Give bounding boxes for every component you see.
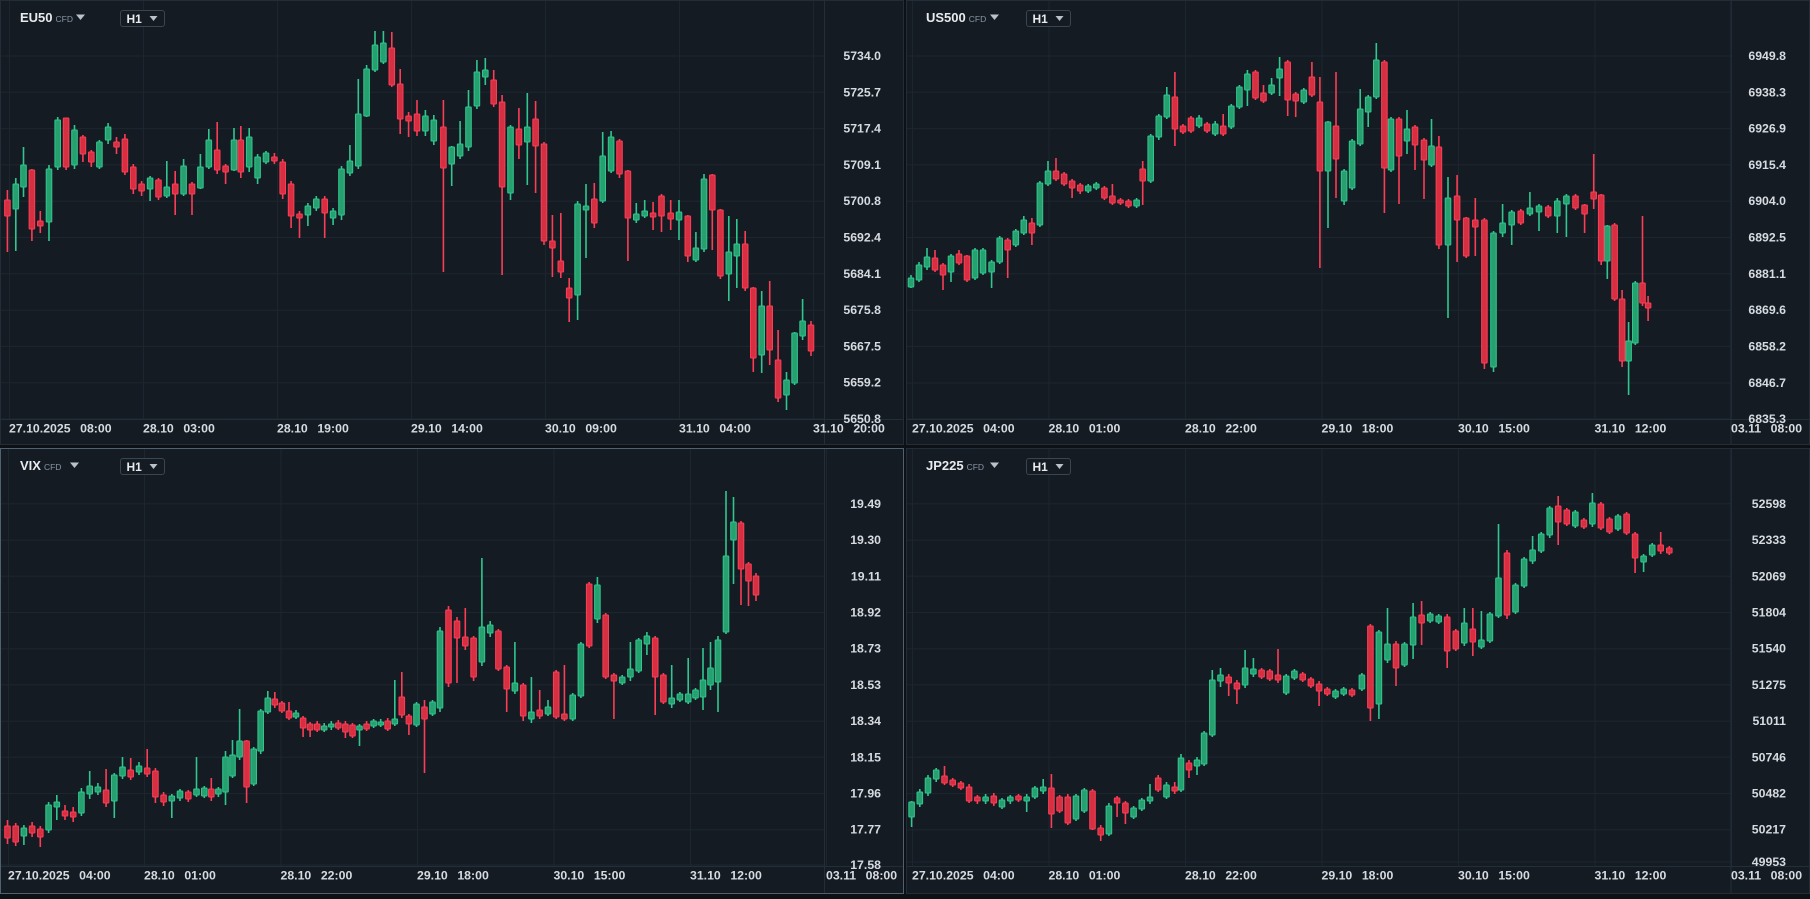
svg-text:18.34: 18.34 — [850, 714, 881, 728]
svg-text:6938.3: 6938.3 — [1748, 85, 1786, 99]
svg-text:19.11: 19.11 — [851, 569, 881, 583]
svg-text:H1: H1 — [127, 460, 143, 474]
svg-text:51011: 51011 — [1752, 714, 1786, 728]
svg-text:29.10 18:00: 29.10 18:00 — [417, 869, 489, 883]
svg-text:5709.1: 5709.1 — [843, 158, 881, 172]
svg-text:30.10 15:00: 30.10 15:00 — [554, 869, 626, 883]
svg-text:27.10.2025 04:00: 27.10.2025 04:00 — [912, 422, 1015, 436]
svg-text:19.30: 19.30 — [850, 533, 881, 547]
svg-text:5692.4: 5692.4 — [843, 231, 881, 245]
svg-text:50217: 50217 — [1752, 823, 1786, 837]
svg-text:31.10 12:00: 31.10 12:00 — [1595, 869, 1667, 883]
svg-text:28.10 22:00: 28.10 22:00 — [1185, 422, 1257, 436]
svg-text:29.10 18:00: 29.10 18:00 — [1322, 422, 1394, 436]
svg-text:6858.2: 6858.2 — [1748, 339, 1786, 353]
svg-text:51275: 51275 — [1752, 678, 1786, 692]
svg-text:6881.1: 6881.1 — [1748, 267, 1786, 281]
svg-text:28.10 01:00: 28.10 01:00 — [144, 869, 216, 883]
svg-text:6926.9: 6926.9 — [1748, 122, 1786, 136]
svg-text:6949.8: 6949.8 — [1748, 49, 1786, 63]
svg-text:31.10 12:00: 31.10 12:00 — [690, 869, 762, 883]
svg-text:H1: H1 — [1033, 460, 1049, 474]
svg-text:31.10 04:00: 31.10 04:00 — [679, 422, 751, 436]
svg-text:6869.6: 6869.6 — [1748, 303, 1786, 317]
svg-text:29.10 14:00: 29.10 14:00 — [411, 422, 483, 436]
svg-text:5659.2: 5659.2 — [843, 376, 881, 390]
svg-text:28.10 22:00: 28.10 22:00 — [1185, 869, 1257, 883]
svg-text:17.96: 17.96 — [850, 787, 881, 801]
svg-text:03.11 08:00: 03.11 08:00 — [1731, 422, 1802, 436]
svg-text:27.10.2025 04:00: 27.10.2025 04:00 — [912, 869, 1015, 883]
svg-text:5717.4: 5717.4 — [843, 122, 881, 136]
svg-text:52069: 52069 — [1752, 569, 1786, 583]
svg-text:5700.8: 5700.8 — [843, 194, 881, 208]
svg-text:51540: 51540 — [1752, 642, 1786, 656]
svg-text:6904.0: 6904.0 — [1748, 194, 1786, 208]
svg-text:28.10 03:00: 28.10 03:00 — [143, 422, 215, 436]
svg-text:28.10 22:00: 28.10 22:00 — [281, 869, 353, 883]
svg-text:5684.1: 5684.1 — [843, 267, 881, 281]
svg-text:6892.5: 6892.5 — [1748, 231, 1786, 245]
svg-text:17.58: 17.58 — [850, 858, 881, 872]
svg-text:18.73: 18.73 — [850, 642, 881, 656]
svg-text:28.10 01:00: 28.10 01:00 — [1049, 422, 1121, 436]
svg-text:6846.7: 6846.7 — [1748, 376, 1786, 390]
svg-text:30.10 09:00: 30.10 09:00 — [545, 422, 617, 436]
svg-text:31.10 20:00: 31.10 20:00 — [813, 422, 885, 436]
svg-text:28.10 01:00: 28.10 01:00 — [1049, 869, 1121, 883]
svg-text:18.53: 18.53 — [850, 678, 881, 692]
svg-text:5667.5: 5667.5 — [843, 339, 881, 353]
svg-text:17.77: 17.77 — [850, 823, 881, 837]
svg-text:5675.8: 5675.8 — [843, 303, 881, 317]
svg-text:18.92: 18.92 — [850, 606, 881, 620]
svg-text:5650.8: 5650.8 — [843, 412, 881, 426]
svg-text:6835.3: 6835.3 — [1748, 412, 1786, 426]
svg-text:03.11 08:00: 03.11 08:00 — [826, 869, 897, 883]
svg-text:03.11 08:00: 03.11 08:00 — [1731, 869, 1802, 883]
svg-text:27.10.2025 08:00: 27.10.2025 08:00 — [9, 422, 112, 436]
svg-text:29.10 18:00: 29.10 18:00 — [1322, 869, 1394, 883]
svg-text:18.15: 18.15 — [850, 750, 881, 764]
svg-text:49953: 49953 — [1752, 855, 1786, 869]
svg-text:30.10 15:00: 30.10 15:00 — [1458, 869, 1530, 883]
svg-text:50746: 50746 — [1752, 750, 1786, 764]
svg-text:6915.4: 6915.4 — [1748, 158, 1786, 172]
svg-text:50482: 50482 — [1752, 787, 1786, 801]
svg-text:H1: H1 — [1033, 12, 1049, 26]
svg-text:H1: H1 — [127, 12, 143, 26]
svg-text:27.10.2025 04:00: 27.10.2025 04:00 — [8, 869, 111, 883]
svg-text:51804: 51804 — [1752, 606, 1786, 620]
svg-text:19.49: 19.49 — [850, 497, 881, 511]
svg-text:52333: 52333 — [1752, 533, 1786, 547]
svg-text:5734.0: 5734.0 — [843, 49, 881, 63]
svg-text:52598: 52598 — [1752, 497, 1786, 511]
svg-text:30.10 15:00: 30.10 15:00 — [1458, 422, 1530, 436]
svg-text:28.10 19:00: 28.10 19:00 — [277, 422, 349, 436]
svg-text:31.10 12:00: 31.10 12:00 — [1595, 422, 1667, 436]
svg-text:5725.7: 5725.7 — [843, 85, 881, 99]
